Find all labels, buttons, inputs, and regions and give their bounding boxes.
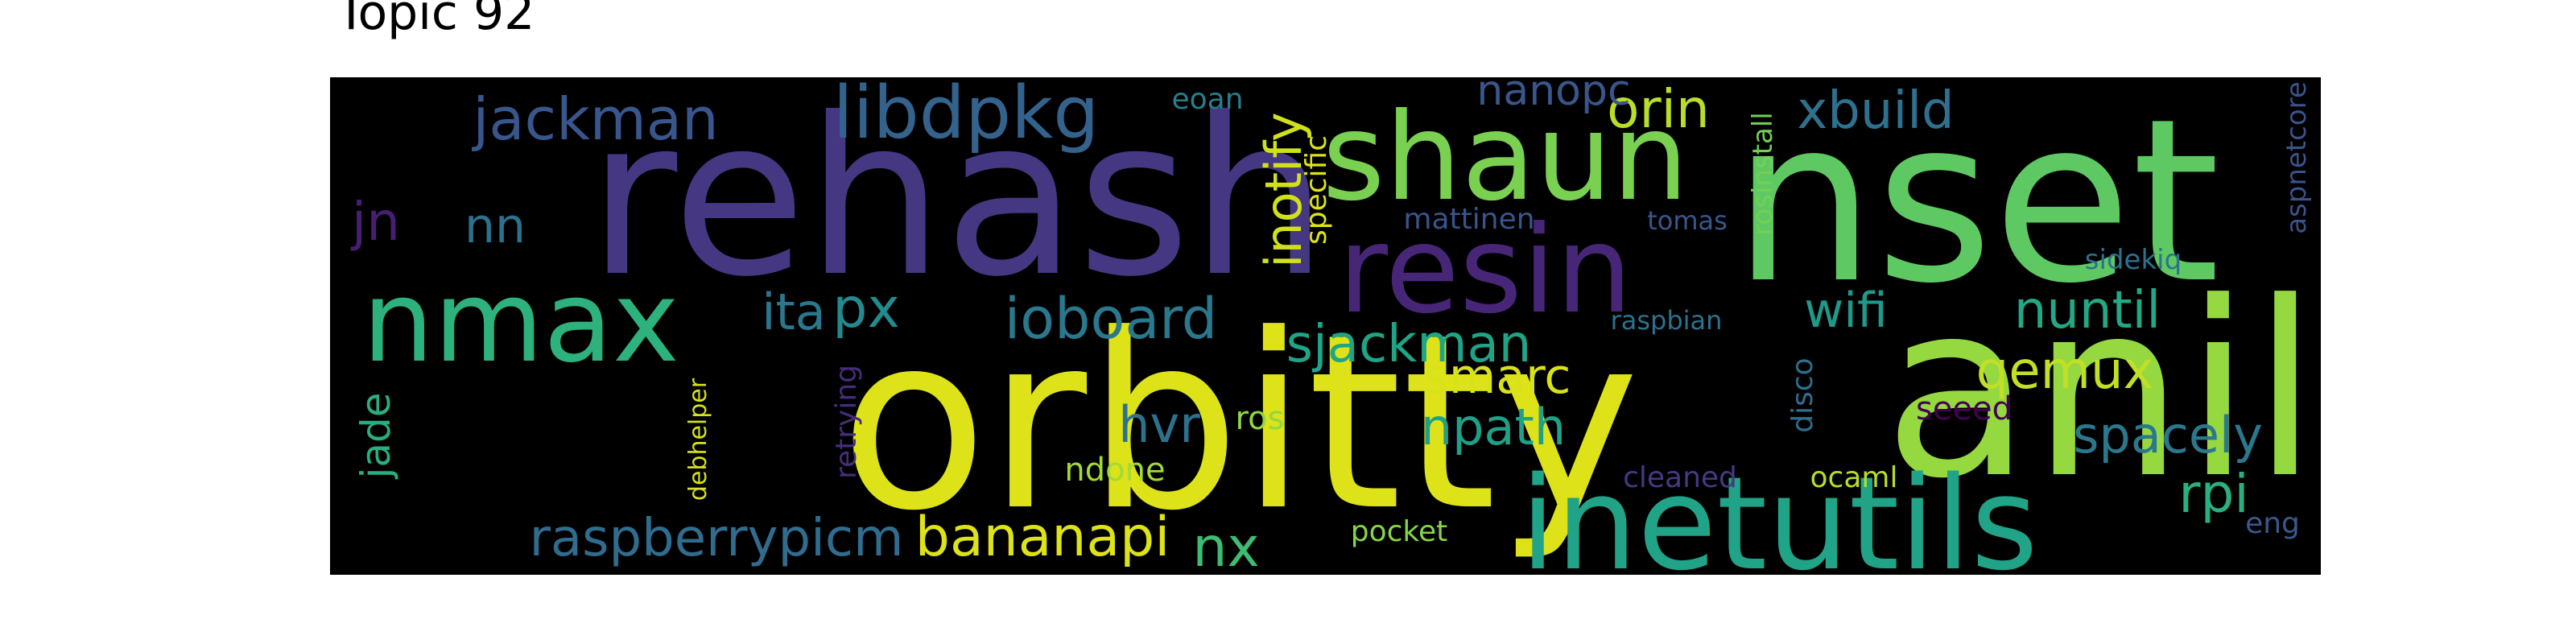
word-cleaned: cleaned: [1623, 461, 1737, 494]
word-jade: jade: [353, 392, 399, 479]
word-raspbian: raspbian: [1610, 305, 1723, 336]
word-ndone: ndone: [1064, 452, 1166, 489]
word-cloud: rehash nset orbitty anil shaun resin ine…: [330, 77, 2321, 575]
word-bananapi: bananapi: [914, 506, 1170, 569]
word-nn: nn: [464, 198, 526, 254]
word-rehash: rehash: [588, 77, 1328, 324]
word-nmax: nmax: [362, 257, 679, 388]
word-debhelper: debhelper: [684, 378, 712, 502]
word-rpi: rpi: [2178, 463, 2249, 525]
word-raspberrypicm: raspberrypicm: [529, 509, 904, 568]
word-nset: nset: [1732, 77, 2220, 333]
word-retrying: retrying: [830, 364, 863, 480]
word-resin: resin: [1338, 200, 1633, 341]
word-nuntil: nuntil: [2013, 281, 2161, 341]
page-title: Topic 92: [336, 0, 535, 41]
word-eoan: eoan: [1171, 83, 1244, 116]
word-shaun: shaun: [1322, 88, 1689, 228]
word-jackman: jackman: [473, 85, 719, 153]
word-pocket: pocket: [1350, 515, 1448, 548]
word-eng: eng: [2245, 507, 2300, 540]
word-sidekiq: sidekiq: [2084, 244, 2182, 276]
word-mattinen: mattinen: [1403, 203, 1535, 236]
word-orin: orin: [1607, 78, 1710, 140]
word-inetutils: inetutils: [1520, 448, 2038, 576]
word-libdpkg: libdpkg: [832, 77, 1100, 155]
word-ita: ita: [762, 283, 826, 341]
word-tomas: tomas: [1647, 205, 1728, 236]
word-wifi: wifi: [1804, 283, 1888, 339]
word-jn: jn: [351, 191, 401, 253]
word-nanopc: nanopc: [1476, 77, 1631, 115]
word-specific: specific: [1300, 134, 1333, 246]
word-seeed: seeed: [1915, 390, 2013, 427]
word-sjackman: sjackman: [1286, 315, 1532, 374]
word-qemux: qemux: [1975, 341, 2154, 401]
word-ros: ros: [1235, 400, 1285, 437]
word-npath: npath: [1420, 398, 1567, 456]
word-xbuild: xbuild: [1797, 81, 1955, 141]
word-disco: disco: [1786, 357, 1819, 433]
word-orbitty: orbitty: [840, 283, 1640, 564]
word-hvr: hvr: [1118, 395, 1200, 454]
word-px: px: [832, 277, 900, 341]
word-aspnetcore: aspnetcore: [2281, 81, 2313, 234]
word-anil: anil: [1883, 250, 2319, 531]
word-ioboard: ioboard: [1004, 286, 1218, 352]
word-spacely: spacely: [2073, 406, 2263, 464]
word-smarc: smarc: [1423, 349, 1571, 405]
word-ocaml: ocaml: [1810, 461, 1898, 494]
word-rosinstall: rosinstall: [1747, 112, 1779, 236]
word-nx: nx: [1192, 516, 1260, 576]
